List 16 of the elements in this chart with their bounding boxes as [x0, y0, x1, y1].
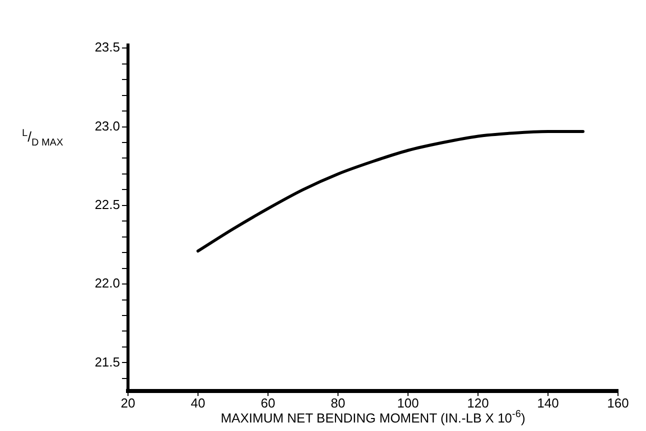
line-series — [196, 130, 584, 253]
x-tick-label: 60 — [260, 395, 276, 410]
x-tick-label: 140 — [537, 395, 559, 410]
y-axis-title: $^{L}$/$_{D MAX}$ — [22, 128, 64, 148]
y-tick-label: 23.0 — [94, 118, 120, 134]
x-tick-label: 80 — [330, 395, 346, 410]
y-tick-label: 23.5 — [94, 40, 120, 55]
y-tick-label: 21.5 — [94, 354, 120, 370]
x-tick-label: 120 — [467, 395, 489, 410]
x-tick-label: 160 — [607, 395, 629, 410]
x-tick-label: 40 — [190, 395, 206, 410]
x-tick-label: 100 — [397, 395, 419, 410]
y-tick-label: 22.0 — [94, 276, 120, 291]
x-axis-title: MAXIMUM NET BENDING MOMENT (IN.-LB X 10$^{-6}$) — [220, 409, 526, 426]
x-tick-label: 20 — [120, 395, 136, 410]
y-tick-label: 22.5 — [94, 196, 120, 212]
